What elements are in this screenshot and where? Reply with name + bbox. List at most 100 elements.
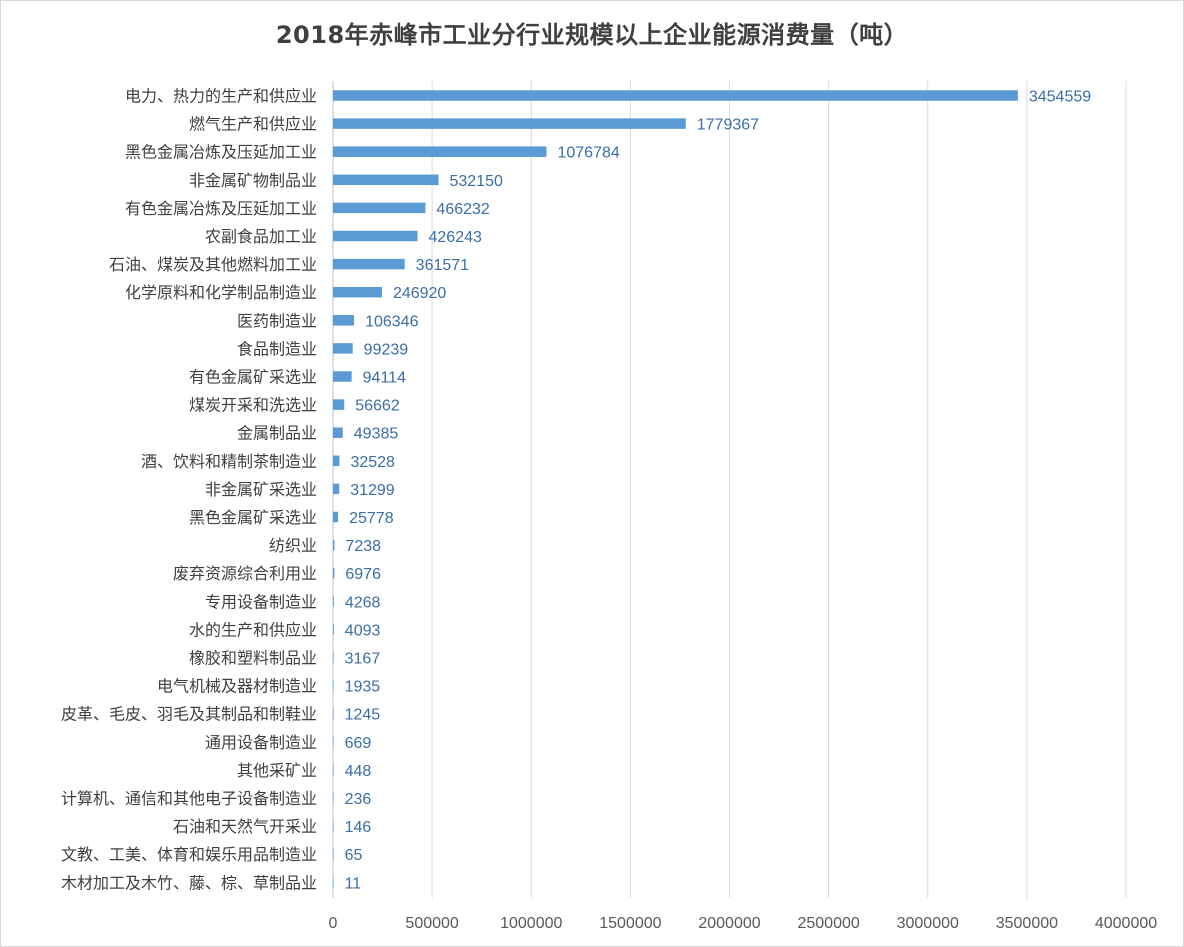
x-tick-label: 1500000 <box>599 915 661 932</box>
category-label: 非金属矿物制品业 <box>189 171 317 190</box>
data-label: 32528 <box>350 454 395 471</box>
data-label: 65 <box>345 847 363 864</box>
category-label: 黑色金属矿采选业 <box>189 508 317 527</box>
data-label: 146 <box>345 819 372 836</box>
bar <box>333 596 334 607</box>
bar <box>333 315 355 326</box>
bar <box>333 118 686 129</box>
category-label: 食品制造业 <box>237 339 317 358</box>
bar <box>333 877 334 888</box>
data-label: 99239 <box>364 341 409 358</box>
data-label: 669 <box>345 735 372 752</box>
category-label: 电气机械及器材制造业 <box>157 677 317 696</box>
x-tick-label: 3500000 <box>996 915 1058 932</box>
data-label: 3167 <box>345 651 381 668</box>
bar <box>333 736 334 748</box>
bar <box>333 174 439 186</box>
bar <box>333 820 334 832</box>
category-label: 非金属矿采选业 <box>205 480 317 499</box>
category-label: 专用设备制造业 <box>205 592 317 611</box>
data-label: 31299 <box>350 482 395 499</box>
bar <box>333 680 334 691</box>
bar <box>333 427 343 438</box>
bar <box>333 230 418 242</box>
data-label: 361571 <box>416 257 469 274</box>
bars <box>333 90 1018 888</box>
category-label: 纺织业 <box>269 536 317 555</box>
bar <box>333 399 345 410</box>
data-label: 3454559 <box>1029 89 1091 106</box>
bar <box>333 567 335 579</box>
labels: 0 500000 1000000 1500000 2000000 2500000 30000… <box>61 87 1157 933</box>
x-tick-label: 2000000 <box>698 915 760 932</box>
data-label: 4093 <box>345 622 381 639</box>
data-label: 25778 <box>349 510 394 527</box>
data-label: 6976 <box>345 566 381 583</box>
x-tick-label: 2500000 <box>797 915 859 932</box>
category-label: 农副食品加工业 <box>205 227 317 246</box>
x-tick-label: 3000000 <box>897 915 959 932</box>
category-label: 计算机、通信和其他电子设备制造业 <box>61 789 317 808</box>
bar <box>333 764 334 776</box>
data-label: 426243 <box>429 229 482 246</box>
data-label: 4268 <box>345 594 381 611</box>
x-tick-label: 0 <box>329 915 338 932</box>
category-label: 水的生产和供应业 <box>189 620 317 639</box>
category-label: 医药制造业 <box>237 311 317 330</box>
bar <box>333 708 334 719</box>
data-label: 246920 <box>393 285 446 302</box>
x-tick-label: 1000000 <box>500 915 562 932</box>
data-label: 11 <box>345 875 362 892</box>
bar <box>333 455 340 467</box>
data-label: 106346 <box>365 313 418 330</box>
data-label: 466232 <box>436 201 489 218</box>
category-label: 化学原料和化学制品制造业 <box>125 283 317 302</box>
data-label: 49385 <box>354 426 399 443</box>
category-label: 皮革、毛皮、羽毛及其制品和制鞋业 <box>61 705 317 724</box>
gridlines <box>332 81 1127 898</box>
bar <box>333 202 426 214</box>
bar <box>333 539 335 551</box>
category-label: 酒、饮料和精制茶制造业 <box>141 452 317 471</box>
chart-title: 2018年赤峰市工业分行业规模以上企业能源消费量（吨） <box>275 21 909 49</box>
bar <box>333 90 1018 101</box>
category-label: 文教、工美、体育和娱乐用品制造业 <box>61 845 317 864</box>
category-label: 石油和天然气开采业 <box>173 817 317 836</box>
data-label: 236 <box>345 791 372 808</box>
data-label: 7238 <box>345 538 381 555</box>
data-label: 1779367 <box>697 117 759 134</box>
category-label: 煤炭开采和洗选业 <box>189 396 317 415</box>
bar <box>333 371 352 382</box>
bar <box>333 258 405 270</box>
bar <box>333 483 340 495</box>
bar <box>333 848 334 860</box>
data-label: 448 <box>345 763 372 780</box>
category-label: 石油、煤炭及其他燃料加工业 <box>109 255 317 274</box>
data-label: 94114 <box>363 370 406 387</box>
category-label: 黑色金属冶炼及压延加工业 <box>125 143 317 162</box>
data-label: 532150 <box>449 173 502 190</box>
category-label: 金属制品业 <box>237 424 317 443</box>
x-tick-label: 500000 <box>405 915 458 932</box>
data-label: 1935 <box>345 679 381 696</box>
category-label: 其他采矿业 <box>237 761 317 780</box>
bar <box>333 286 382 298</box>
category-label: 有色金属冶炼及压延加工业 <box>125 199 317 218</box>
bar <box>333 624 334 635</box>
data-label: 1245 <box>345 707 381 724</box>
bar <box>333 652 334 663</box>
category-label: 燃气生产和供应业 <box>189 115 317 134</box>
data-label: 1076784 <box>557 145 619 162</box>
bar <box>333 146 547 157</box>
bar <box>333 343 353 354</box>
category-label: 废弃资源综合利用业 <box>173 564 317 583</box>
category-label: 有色金属矿采选业 <box>189 368 317 387</box>
data-label: 56662 <box>355 398 400 415</box>
category-label: 橡胶和塑料制品业 <box>189 649 317 668</box>
category-label: 通用设备制造业 <box>205 733 317 752</box>
bar <box>333 511 339 523</box>
x-tick-label: 4000000 <box>1095 915 1157 932</box>
bar <box>333 792 334 804</box>
